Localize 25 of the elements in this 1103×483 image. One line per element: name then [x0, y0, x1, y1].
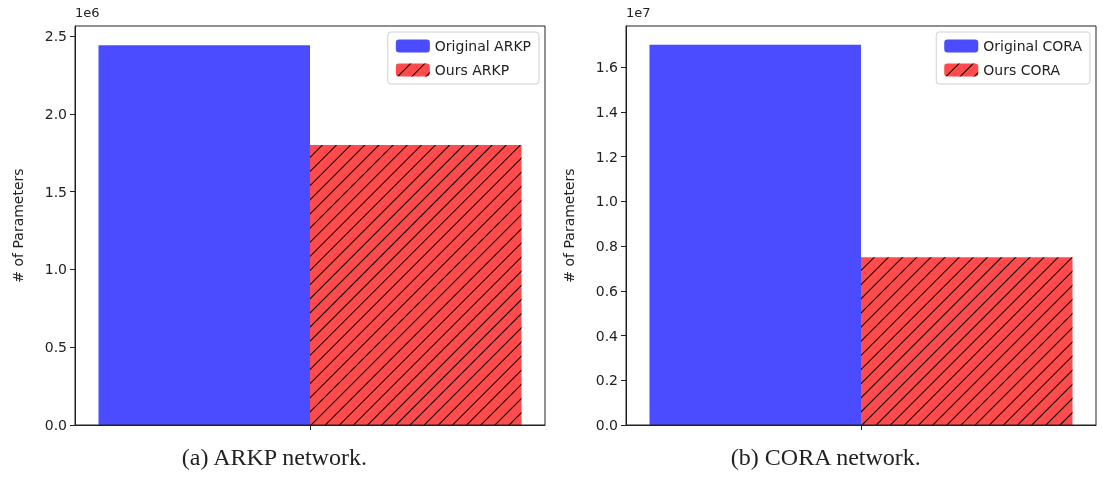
y-axis-title: # of Parameters [10, 168, 26, 283]
text: (b) CORA network. [730, 444, 921, 470]
legend-label: Original ARKP [434, 38, 532, 54]
legend-label: Ours ARKP [434, 62, 510, 78]
y-tick-label: 1.2 [595, 148, 618, 165]
y-tick-label: 0.8 [595, 238, 618, 255]
y-tick-label: 1.4 [595, 103, 619, 120]
y-tick-label: 0.5 [44, 339, 67, 356]
legend-label: Original CORA [983, 38, 1083, 54]
y-tick-label: 2.0 [44, 105, 67, 122]
text: 1e6 [75, 5, 100, 20]
y-tick-label: 1.5 [44, 183, 67, 200]
y-tick-label: 0.4 [595, 327, 619, 344]
y-tick-label: 1.0 [44, 261, 67, 278]
y-tick-label: 1.6 [595, 59, 619, 76]
y-tick-label: 2.5 [44, 27, 67, 44]
y-tick-label: 0.0 [44, 417, 67, 433]
y-tick-label: 1.0 [595, 193, 618, 210]
text: 1e7 [626, 5, 651, 20]
y-tick-label: 0.0 [595, 417, 618, 433]
y-tick-label: 0.6 [595, 282, 619, 299]
y-tick-label: 0.2 [595, 372, 618, 389]
legend-label: Ours CORA [983, 62, 1061, 78]
y-axis-title: # of Parameters [561, 168, 577, 283]
text: (a) ARKP network. [181, 444, 367, 470]
